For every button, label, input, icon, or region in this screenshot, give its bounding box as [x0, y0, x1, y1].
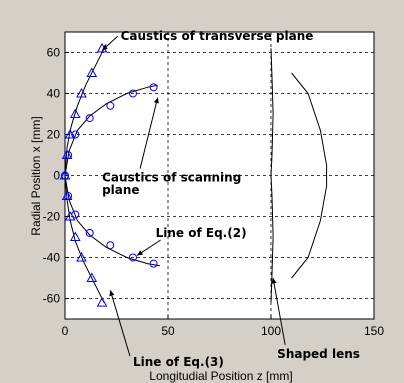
circle-point: [128, 253, 137, 262]
curve-line-5: [270, 48, 274, 303]
circle-point: [149, 259, 158, 268]
axis-ticks: 0 50 100 150 -60 -40 -20 0 20 40 60: [43, 46, 385, 339]
triangle-point: [69, 231, 81, 241]
y-axis-title: Radial Position x [mm]: [29, 116, 43, 235]
circle-point: [85, 114, 94, 123]
x-tick-label: 150: [364, 324, 384, 338]
curve-line-6: [291, 72, 328, 279]
curve-line-3: [64, 84, 158, 176]
x-tick-label: 0: [62, 324, 69, 338]
circle-point: [106, 241, 115, 250]
curve-line-4: [64, 175, 160, 267]
annotation-label: Shaped lens: [277, 347, 360, 361]
triangle-point: [59, 169, 71, 180]
triangle-point: [69, 108, 81, 118]
annotation-label: plane: [102, 183, 139, 197]
annotation-arrowhead: [137, 250, 144, 256]
triangle-point: [86, 272, 98, 282]
annotation-label: Line of Eq.(3): [133, 355, 224, 369]
x-tick-label: 50: [161, 324, 175, 338]
plot-area: [64, 31, 375, 320]
annotation-label: Caustics of scanning: [102, 171, 241, 185]
y-tick-label: 40: [47, 87, 61, 101]
triangle-point: [76, 251, 87, 262]
annotation-label: Caustics of transverse plane: [121, 29, 314, 43]
triangle-point: [64, 210, 76, 221]
annotation-arrowhead: [109, 290, 115, 297]
y-tick-label: -20: [43, 210, 61, 224]
circle-point: [128, 89, 137, 98]
annotation-arrowhead: [153, 97, 159, 104]
triangle-point: [96, 297, 108, 307]
annotations: Caustics of transverse plane Caustics of …: [101, 29, 360, 369]
annotation-label: Line of Eq.(2): [156, 226, 247, 240]
triangle-point: [76, 87, 87, 98]
x-tick-label: 100: [261, 324, 281, 338]
annotation-arrowhead: [102, 44, 108, 51]
annotation-arrow: [109, 290, 131, 357]
annotation-arrow: [272, 277, 286, 346]
circle-point: [85, 228, 94, 237]
x-axis-title: Longitudial Position z [mm]: [149, 369, 292, 383]
triangle-point: [61, 149, 73, 159]
y-tick-label: 0: [53, 169, 60, 183]
y-tick-label: 20: [47, 128, 61, 142]
triangle-point: [64, 128, 76, 139]
circle-point: [149, 83, 158, 92]
y-tick-label: 60: [47, 46, 61, 60]
y-tick-label: -40: [43, 251, 61, 265]
annotation-arrowhead: [271, 278, 277, 284]
curve-line-1: [64, 44, 107, 176]
y-tick-label: -60: [43, 292, 61, 306]
circle-point: [106, 101, 115, 110]
circle-point: [71, 130, 80, 139]
curve-line-2: [64, 175, 105, 303]
triangle-point: [61, 190, 73, 200]
triangle-point: [86, 67, 98, 77]
annotation-arrow: [139, 97, 159, 169]
curve-lines: [64, 44, 328, 303]
